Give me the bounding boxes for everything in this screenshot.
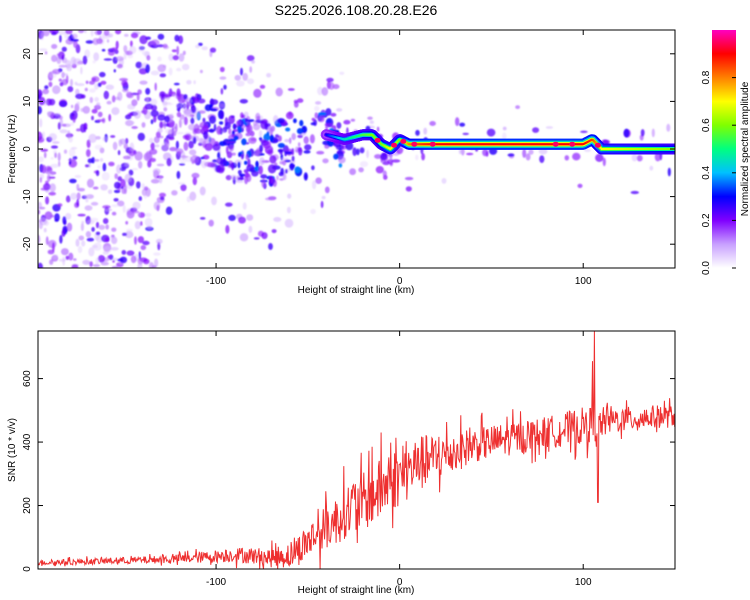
colorbar-tick-label: 0.2 xyxy=(701,213,712,227)
snr-y-axis-label: SNR (10 * v/v) xyxy=(7,418,18,482)
snr-x-tick-label: 0 xyxy=(397,577,403,588)
snr-x-axis-label: Height of straight line (km) xyxy=(298,585,415,596)
chart-title: S225.2026.108.20.28.E26 xyxy=(275,2,438,18)
spectrogram-y-tick-label: 20 xyxy=(22,48,33,60)
colorbar: 0.0 0.2 0.4 0.6 0.8 Normalized spectral ampl… xyxy=(701,30,750,275)
snr-plot-area xyxy=(38,331,675,569)
colorbar-tick-label: 0.8 xyxy=(701,70,712,84)
colorbar-tick-label: 0.0 xyxy=(701,261,712,275)
heatmap-signal-track xyxy=(320,129,675,155)
spectrogram-y-axis-label: Frequency (Hz) xyxy=(7,115,18,184)
snr-x-tick-label: -100 xyxy=(206,577,226,588)
spectrogram-y-tick-label: -10 xyxy=(22,189,33,204)
spectrogram-y-tick-label: 10 xyxy=(22,95,33,107)
spectrogram-x-tick-label: -100 xyxy=(206,276,226,287)
snr-panel: -100 0 100 0 200 400 600 Height of straight li… xyxy=(7,330,676,596)
spectrogram-y-tick-label: -20 xyxy=(22,237,33,252)
snr-y-tick-label: 0 xyxy=(22,566,33,572)
spectrogram-y-tick-label: 0 xyxy=(22,146,33,152)
colorbar-ticks: 0.0 0.2 0.4 0.6 0.8 xyxy=(701,70,736,275)
snr-ticks: -100 0 100 0 200 400 600 xyxy=(22,331,675,588)
snr-y-tick-label: 600 xyxy=(22,370,33,387)
snr-frame xyxy=(37,330,676,570)
snr-y-tick-label: 400 xyxy=(22,433,33,450)
colorbar-tick-label: 0.6 xyxy=(701,118,712,132)
snr-series-line xyxy=(38,331,675,569)
spectrogram-x-tick-label: 100 xyxy=(575,276,592,287)
heatmap-noise-blobs xyxy=(38,30,671,268)
spectrogram-x-axis-label: Height of straight line (km) xyxy=(298,285,415,296)
snr-y-tick-label: 200 xyxy=(22,497,33,514)
spectrogram-heatmap xyxy=(38,30,675,268)
colorbar-label: Normalized spectral amplitude xyxy=(740,81,750,216)
spectrogram-x-tick-label: 0 xyxy=(397,276,403,287)
colorbar-gradient xyxy=(712,30,736,268)
colorbar-tick-label: 0.4 xyxy=(701,165,712,179)
snr-x-tick-label: 100 xyxy=(575,577,592,588)
